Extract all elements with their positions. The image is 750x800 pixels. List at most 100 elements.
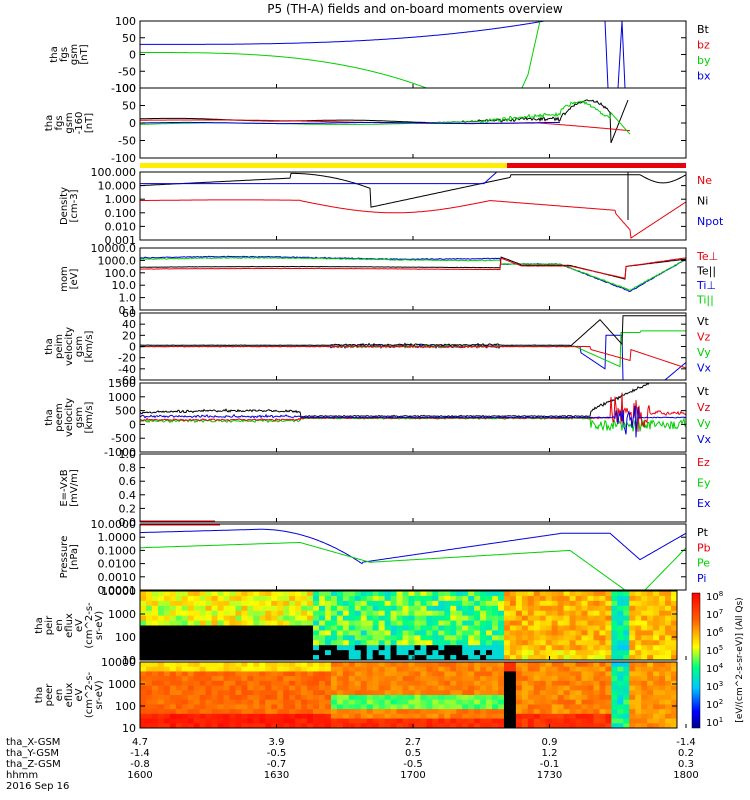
footer-value: 1600 [127, 770, 152, 781]
spectrogram-cell [575, 645, 583, 651]
spectrogram-cell [432, 615, 439, 622]
spectrogram-cell [569, 640, 577, 646]
spectrogram-cell [259, 610, 266, 617]
spectrogram-cell [515, 685, 523, 691]
spectrogram-cell [450, 676, 457, 682]
spectrogram-cell [390, 709, 398, 715]
spectrogram-cell [665, 666, 672, 673]
spectrogram-cell [342, 718, 350, 724]
spectrogram-cell [205, 655, 213, 660]
spectrogram-cell [492, 600, 499, 607]
spectrogram-cell [211, 591, 219, 597]
spectrogram-cell [408, 723, 416, 728]
spectrogram-cell [635, 610, 642, 617]
spectrogram-cell [223, 615, 231, 622]
spectrogram-cell [235, 713, 243, 720]
spectrogram-cell [515, 695, 523, 701]
spectrogram-cell [581, 713, 589, 720]
spectrogram-cell [587, 620, 595, 627]
spectrogram-cell [336, 595, 344, 602]
spectrogram-cell [587, 666, 595, 673]
spectrogram-cell [563, 610, 571, 617]
spectrogram-cell [551, 630, 559, 636]
spectrogram-cell [432, 625, 439, 632]
spectrogram-cell [324, 685, 332, 691]
spectrogram-cell [157, 718, 165, 724]
spectrogram-cell [295, 640, 302, 646]
spectrogram-cell [289, 695, 296, 701]
spectrogram-cell [575, 718, 583, 724]
spectrogram-cell [289, 630, 296, 636]
spectrogram-cell [157, 650, 165, 656]
spectrogram-cell [354, 620, 362, 627]
spectrogram-cell [235, 699, 243, 706]
spectrogram-cell [653, 620, 660, 627]
spectrogram-cell [199, 591, 207, 597]
spectrogram-cell [301, 685, 308, 691]
spectrogram-cell [289, 680, 296, 687]
spectrogram-cell [307, 591, 314, 597]
spectrogram-cell [629, 591, 636, 597]
spectrogram-cell [492, 666, 499, 673]
spectrogram-cell [629, 640, 636, 646]
spectrogram-cell [432, 713, 439, 720]
spectrogram-cell [450, 600, 457, 607]
spectrogram-cell [366, 640, 374, 646]
spectrogram-cell [348, 680, 356, 687]
spectrogram-cell [623, 625, 630, 632]
spectrogram-cell [205, 620, 213, 627]
spectrogram-cell [515, 713, 523, 720]
spectrogram-cell [295, 630, 302, 636]
spectrogram-cell [545, 640, 553, 646]
spectrogram-cell [151, 595, 159, 602]
spectrogram-cell [444, 662, 451, 668]
spectrogram-cell [283, 591, 290, 597]
spectrogram-cell [181, 685, 189, 691]
spectrogram-cell [665, 718, 672, 724]
spectrogram-cell [521, 723, 529, 728]
spectrogram-cell [241, 645, 248, 651]
spectrogram-cell [521, 610, 529, 617]
spectrogram-cell [557, 645, 565, 651]
spectrogram-cell [521, 662, 529, 668]
spectrogram-cell [187, 662, 195, 668]
spectrogram-cell [503, 635, 511, 641]
spectrogram-cell [414, 666, 422, 673]
spectrogram-cell [647, 645, 654, 651]
spectrogram-cell [342, 591, 350, 597]
spectrogram-cell [140, 655, 147, 660]
spectrogram-cell [474, 600, 481, 607]
spectrogram-cell [545, 595, 553, 602]
spectrogram-cell [145, 671, 153, 677]
legend-pressure-3: Pi [697, 572, 706, 585]
spectrogram-cell [486, 630, 493, 636]
spectrogram-cell [551, 591, 559, 597]
spectrogram-cell [199, 625, 207, 632]
spectrogram-cell [659, 610, 666, 617]
plot-area-density [140, 172, 686, 239]
spectrogram-cell [551, 620, 559, 627]
spectrogram-cell [450, 713, 457, 720]
spectrogram-cell [175, 635, 183, 641]
spectrogram-cell [533, 600, 541, 607]
spectrogram-cell [426, 650, 433, 656]
spectrogram-cell [462, 625, 469, 632]
spectrogram-cell [217, 630, 225, 636]
spectrogram-cell [402, 650, 410, 656]
spectrogram-cell [211, 610, 219, 617]
spectrogram-cell [217, 723, 225, 728]
spectrogram-cell [521, 635, 529, 641]
spectrogram-cell [145, 635, 153, 641]
spectrogram-cell [653, 630, 660, 636]
legend-temp-1: Te|| [696, 264, 716, 277]
spectrogram-cell [247, 610, 254, 617]
spectrogram-cell [336, 610, 344, 617]
spectrogram-cell [140, 713, 147, 720]
spectrogram-cell [223, 666, 231, 673]
spectrogram-cell [611, 662, 618, 668]
spectrogram-cell [671, 630, 677, 636]
spectrogram-cell [503, 615, 511, 622]
spectrogram-cell [438, 676, 445, 682]
spectrogram-cell [283, 635, 290, 641]
